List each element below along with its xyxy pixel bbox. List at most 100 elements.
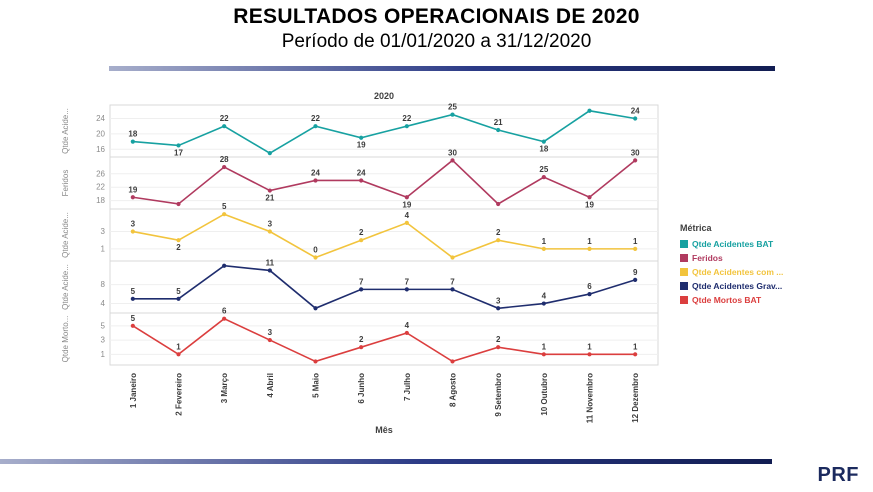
data-point[interactable] xyxy=(130,323,135,328)
data-point[interactable] xyxy=(176,296,181,301)
y-axis-label: Qtde Morto... xyxy=(61,316,70,363)
data-point[interactable] xyxy=(404,287,409,292)
legend-item[interactable]: Qtde Acidentes Grav... xyxy=(680,281,840,291)
legend-label: Qtde Acidentes com ... xyxy=(692,267,784,277)
data-label: 1 xyxy=(542,342,547,351)
data-label: 18 xyxy=(539,145,548,154)
data-point[interactable] xyxy=(633,277,638,283)
data-point[interactable] xyxy=(633,352,638,357)
data-point[interactable] xyxy=(267,188,272,193)
data-point[interactable] xyxy=(496,201,501,207)
data-point[interactable] xyxy=(267,337,272,343)
data-label: 2 xyxy=(496,228,501,237)
data-point[interactable] xyxy=(541,246,546,251)
data-point[interactable] xyxy=(130,195,135,200)
data-point[interactable] xyxy=(541,352,546,357)
data-label: 1 xyxy=(633,237,638,246)
data-point[interactable] xyxy=(313,255,318,260)
data-point[interactable] xyxy=(587,352,592,357)
data-point[interactable] xyxy=(359,287,364,292)
data-point[interactable] xyxy=(176,143,181,148)
y-axis-label: Qtde Acide... xyxy=(61,108,70,154)
data-point[interactable] xyxy=(359,238,364,243)
legend-items: Qtde Acidentes BAT Feridos Qtde Acidentes … xyxy=(680,239,840,305)
legend-item[interactable]: Qtde Mortos BAT xyxy=(680,295,840,305)
data-label: 25 xyxy=(539,165,548,174)
data-point[interactable] xyxy=(404,124,409,129)
data-point[interactable] xyxy=(633,246,638,251)
data-label: 7 xyxy=(359,277,364,286)
data-point[interactable] xyxy=(541,175,546,180)
data-label: 7 xyxy=(450,277,455,286)
data-point[interactable] xyxy=(450,287,455,292)
data-point[interactable] xyxy=(313,178,318,183)
data-point[interactable] xyxy=(267,229,272,234)
legend-item[interactable]: Qtde Acidentes com ... xyxy=(680,267,840,277)
y-tick-label: 3 xyxy=(101,227,106,236)
data-point[interactable] xyxy=(404,195,409,200)
data-point[interactable] xyxy=(176,238,181,243)
data-label: 2 xyxy=(496,335,501,344)
data-point[interactable] xyxy=(359,345,364,350)
data-point[interactable] xyxy=(587,195,592,200)
legend-label: Qtde Acidentes BAT xyxy=(692,239,774,249)
data-point[interactable] xyxy=(267,151,272,156)
data-point[interactable] xyxy=(541,139,546,144)
data-point[interactable] xyxy=(633,116,638,121)
data-point[interactable] xyxy=(313,306,318,311)
data-point[interactable] xyxy=(359,178,364,183)
data-point[interactable] xyxy=(450,158,455,163)
data-point[interactable] xyxy=(587,291,592,297)
data-point[interactable] xyxy=(450,359,455,364)
chart-panel xyxy=(109,260,659,314)
data-point[interactable] xyxy=(587,246,592,251)
data-point[interactable] xyxy=(359,135,364,140)
data-label: 1 xyxy=(176,342,181,351)
data-point[interactable] xyxy=(176,352,181,357)
data-point[interactable] xyxy=(222,212,227,217)
data-point[interactable] xyxy=(450,112,455,117)
y-tick-label: 8 xyxy=(101,280,106,289)
data-point[interactable] xyxy=(496,127,501,133)
data-point[interactable] xyxy=(404,220,409,225)
data-point[interactable] xyxy=(130,296,135,301)
x-axis-label: 2 Fevereiro xyxy=(175,373,184,416)
data-label: 21 xyxy=(494,118,503,127)
data-label: 1 xyxy=(587,237,592,246)
data-label: 3 xyxy=(268,220,273,229)
data-label: 5 xyxy=(131,287,136,296)
legend-item[interactable]: Qtde Acidentes BAT xyxy=(680,239,840,249)
data-point[interactable] xyxy=(313,359,318,364)
chart-panel xyxy=(109,208,659,262)
data-label: 11 xyxy=(266,258,275,267)
data-label: 19 xyxy=(128,185,137,194)
data-point[interactable] xyxy=(404,330,409,336)
data-point[interactable] xyxy=(222,164,227,170)
data-point[interactable] xyxy=(222,124,227,129)
data-point[interactable] xyxy=(496,345,501,350)
legend-swatch xyxy=(680,268,688,276)
data-point[interactable] xyxy=(450,255,455,260)
data-point[interactable] xyxy=(541,301,546,306)
data-label: 4 xyxy=(405,211,410,220)
data-point[interactable] xyxy=(633,158,638,163)
x-axis-label: 10 Outubro xyxy=(540,373,549,416)
legend-item[interactable]: Feridos xyxy=(680,253,840,263)
data-point[interactable] xyxy=(587,108,592,113)
data-point[interactable] xyxy=(130,229,135,234)
data-label: 19 xyxy=(585,200,594,209)
data-point[interactable] xyxy=(313,124,318,129)
data-point[interactable] xyxy=(267,268,272,273)
data-point[interactable] xyxy=(222,263,227,268)
legend-swatch xyxy=(680,254,688,262)
data-label: 4 xyxy=(542,292,547,301)
data-point[interactable] xyxy=(130,139,135,144)
data-point[interactable] xyxy=(496,238,501,243)
x-axis-label: 4 Abril xyxy=(266,373,275,398)
data-point[interactable] xyxy=(496,306,501,311)
data-point[interactable] xyxy=(176,201,181,207)
data-label: 21 xyxy=(265,194,274,203)
data-point[interactable] xyxy=(222,316,227,321)
page-title: RESULTADOS OPERACIONAIS DE 2020 xyxy=(233,5,640,28)
